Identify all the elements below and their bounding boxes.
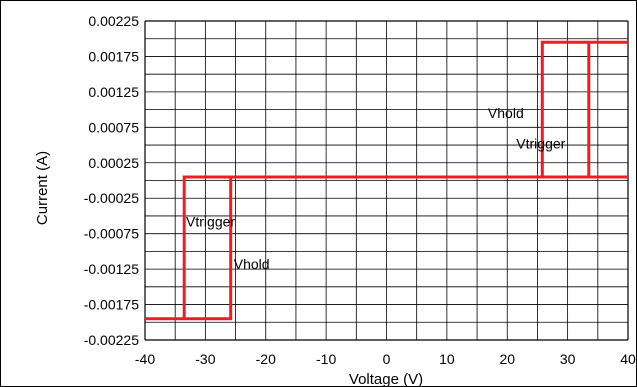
y-tick-label: -0.00175 (84, 297, 139, 313)
y-tick-label: -0.00025 (84, 190, 139, 206)
series-layer (145, 40, 628, 321)
x-tick-label: 30 (560, 351, 576, 367)
y-tick-label: -0.00125 (84, 261, 139, 277)
hysteresis-curve (145, 40, 628, 321)
x-tick-label: 10 (439, 351, 455, 367)
x-tick-label: 0 (383, 351, 391, 367)
y-tick-label: -0.00225 (84, 332, 139, 348)
y-axis-title: Current (A) (34, 151, 51, 225)
annotation-label: Vtrigger (186, 214, 235, 230)
annotation-label: Vtrigger (516, 136, 565, 152)
annotations: Vhold Vtrigger Vtrigger Vhold (186, 105, 566, 272)
x-tick-label: -10 (316, 351, 336, 367)
y-tick-label: 0.00125 (88, 84, 139, 100)
x-tick-label: 20 (499, 351, 515, 367)
y-tick-label: 0.00225 (88, 13, 139, 29)
annotation-label: Vhold (488, 105, 524, 121)
y-tick-label: 0.00025 (88, 155, 139, 171)
y-tick-label: -0.00075 (84, 226, 139, 242)
grid (144, 20, 629, 341)
annotation-label: Vhold (234, 256, 270, 272)
x-tick-label: 40 (620, 351, 636, 367)
y-axis-ticks: 0.00225 0.00175 0.00125 0.00075 0.00025 -0.00… (84, 13, 139, 348)
x-tick-label: -20 (256, 351, 276, 367)
x-axis-title: Voltage (V) (349, 371, 423, 387)
y-tick-label: 0.00175 (88, 48, 139, 64)
x-axis-ticks: -40 -30 -20 -10 0 10 20 30 40 (135, 351, 636, 367)
x-tick-label: -30 (195, 351, 215, 367)
y-tick-label: 0.00075 (88, 119, 139, 135)
x-tick-label: -40 (135, 351, 155, 367)
